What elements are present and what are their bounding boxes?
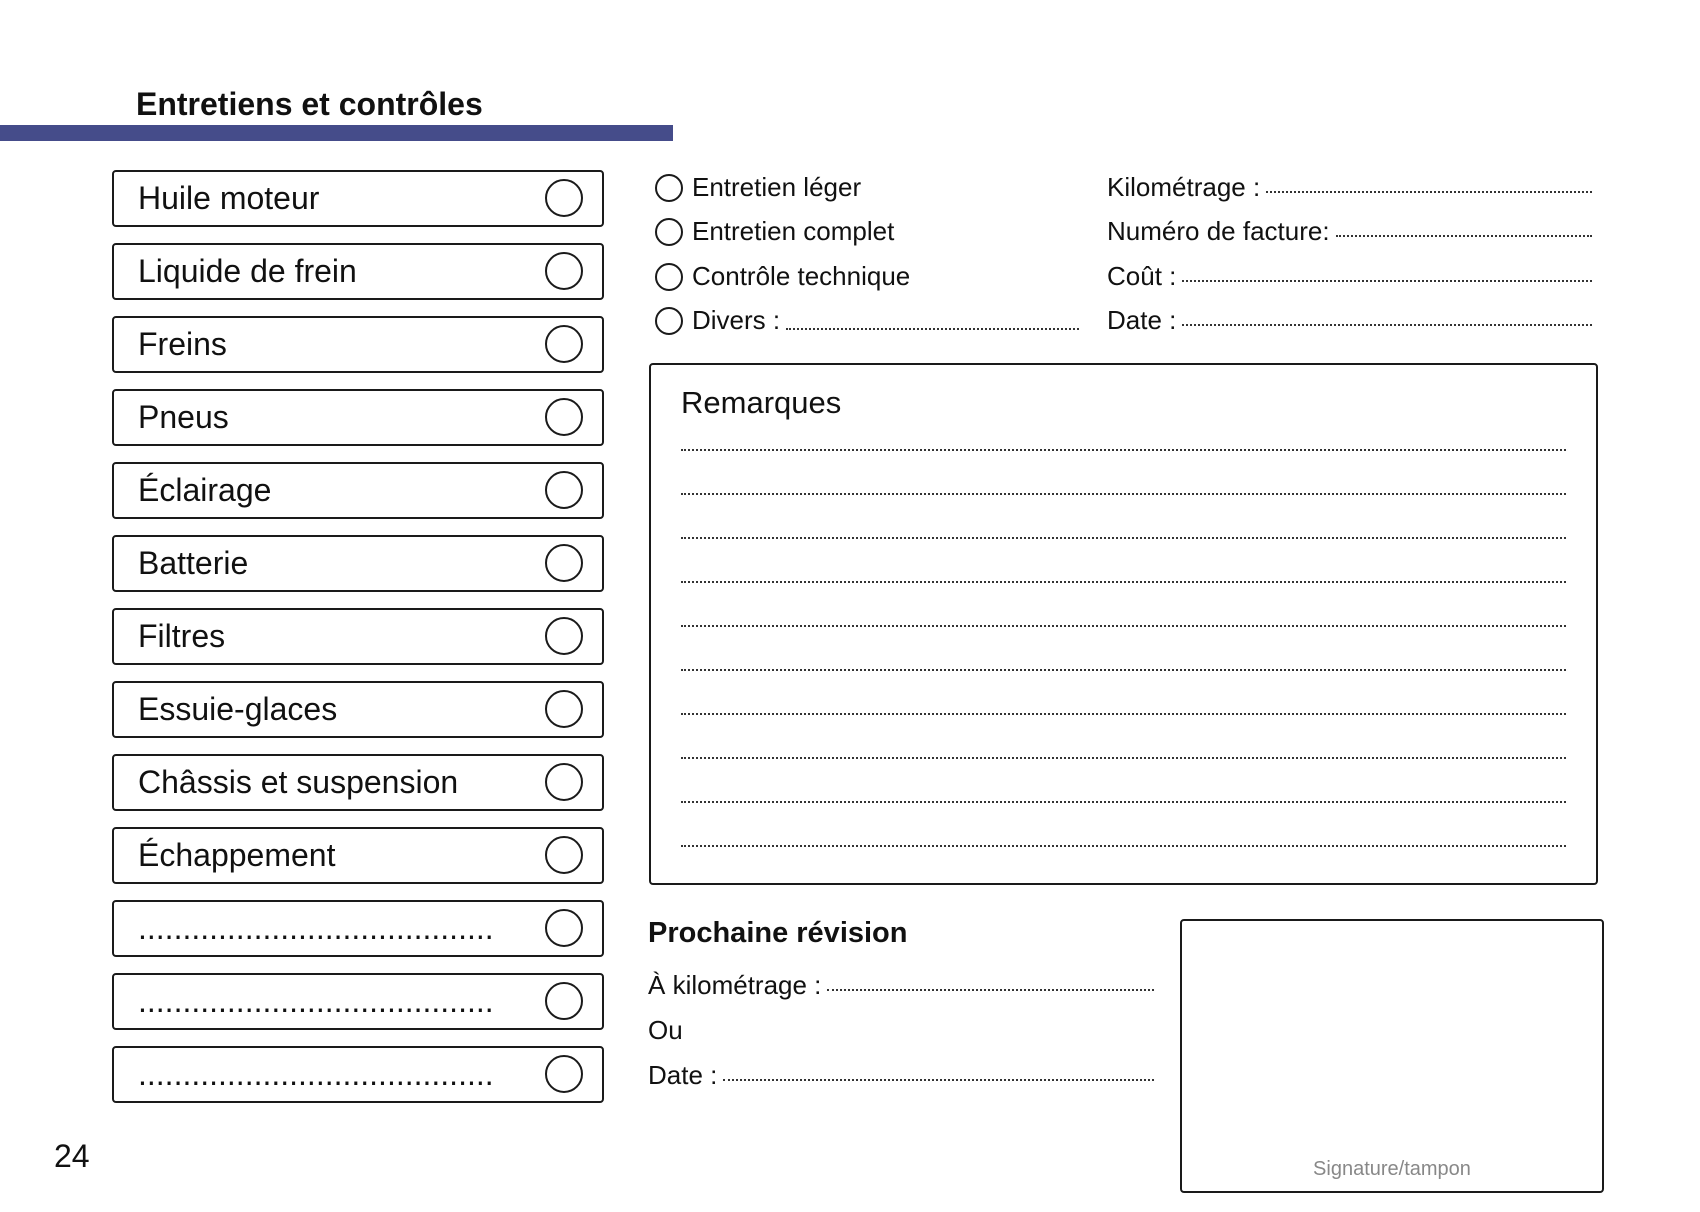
checklist-item: ........................................: [112, 973, 604, 1030]
service-type-option[interactable]: Contrôle technique: [655, 261, 910, 292]
checkbox-circle-icon[interactable]: [545, 325, 583, 363]
checklist-item: Filtres: [112, 608, 604, 665]
checklist-item-label: ........................................: [138, 983, 494, 1019]
or-label: Ou: [648, 1015, 683, 1046]
checklist-item-label: Échappement: [138, 837, 336, 873]
checklist-item-label: Huile moteur: [138, 180, 320, 216]
checklist-item-label: Châssis et suspension: [138, 764, 459, 800]
checklist-item-label: Liquide de frein: [138, 253, 357, 289]
checkbox-circle-icon[interactable]: [545, 252, 583, 290]
radio-circle-icon[interactable]: [655, 217, 683, 246]
remarks-line[interactable]: [681, 581, 1566, 583]
service-type-label: Divers :: [692, 305, 781, 335]
or-text: Ou: [648, 1015, 683, 1045]
remarks-line[interactable]: [681, 625, 1566, 627]
remarks-line[interactable]: [681, 493, 1566, 495]
remarks-box[interactable]: Remarques: [649, 363, 1598, 885]
radio-circle-icon[interactable]: [655, 306, 683, 335]
checklist-item: Pneus: [112, 389, 604, 446]
checkbox-circle-icon[interactable]: [545, 398, 583, 436]
service-type-option[interactable]: Divers :: [655, 305, 1079, 336]
checkbox-circle-icon[interactable]: [545, 471, 583, 509]
remarks-line[interactable]: [681, 757, 1566, 759]
remarks-line[interactable]: [681, 713, 1566, 715]
checklist-item: ........................................: [112, 900, 604, 957]
service-type-label: Contrôle technique: [692, 261, 911, 291]
service-field[interactable]: Coût :: [1107, 261, 1592, 292]
checklist-item-label: ........................................: [138, 910, 494, 946]
checklist-item: Éclairage: [112, 462, 604, 519]
checklist-item: Essuie-glaces: [112, 681, 604, 738]
service-field-input-line[interactable]: [1335, 235, 1592, 237]
remarks-line[interactable]: [681, 537, 1566, 539]
signature-box[interactable]: Signature/tampon: [1180, 919, 1604, 1193]
next-service-title: Prochaine révision: [648, 917, 908, 949]
service-field-label: Kilométrage :: [1107, 172, 1261, 202]
remarks-line[interactable]: [681, 669, 1566, 671]
checklist-item: Échappement: [112, 827, 604, 884]
radio-circle-icon[interactable]: [655, 173, 683, 202]
divers-input-line[interactable]: [786, 328, 1079, 330]
service-field[interactable]: Date :: [1107, 305, 1592, 336]
checkbox-circle-icon[interactable]: [545, 544, 583, 582]
service-type-label: Entretien complet: [692, 216, 895, 246]
signature-label: Signature/tampon: [1313, 1158, 1471, 1180]
checkbox-circle-icon[interactable]: [545, 1055, 583, 1093]
checklist-item-label: Éclairage: [138, 472, 272, 508]
checkbox-circle-icon[interactable]: [545, 909, 583, 947]
next-date-label: Date :: [648, 1060, 718, 1090]
service-field-input-line[interactable]: [1182, 324, 1592, 326]
service-field-label: Date :: [1107, 305, 1177, 335]
remarks-title: Remarques: [681, 385, 842, 420]
checkbox-circle-icon[interactable]: [545, 836, 583, 874]
remarks-line[interactable]: [681, 845, 1566, 847]
service-field-label: Coût :: [1107, 261, 1177, 291]
page-title: Entretiens et contrôles: [136, 86, 483, 122]
service-field-label: Numéro de facture:: [1107, 216, 1330, 246]
checklist-item-label: Freins: [138, 326, 227, 362]
service-type-option[interactable]: Entretien léger: [655, 172, 861, 203]
service-field[interactable]: Kilométrage :: [1107, 172, 1592, 203]
service-field[interactable]: Numéro de facture:: [1107, 216, 1592, 247]
checklist-item-label: Pneus: [138, 399, 229, 435]
checklist-item-label: Filtres: [138, 618, 226, 654]
checkbox-circle-icon[interactable]: [545, 617, 583, 655]
checklist-item: Freins: [112, 316, 604, 373]
remarks-line[interactable]: [681, 449, 1566, 451]
checklist-item: ........................................: [112, 1046, 604, 1103]
checkbox-circle-icon[interactable]: [545, 982, 583, 1020]
checklist-item: Châssis et suspension: [112, 754, 604, 811]
service-type-option[interactable]: Entretien complet: [655, 216, 894, 247]
checklist-item: Batterie: [112, 535, 604, 592]
radio-circle-icon[interactable]: [655, 262, 683, 291]
service-field-input-line[interactable]: [1266, 191, 1592, 193]
page-number: 24: [54, 1138, 90, 1174]
next-date-input-line[interactable]: [723, 1079, 1154, 1081]
checkbox-circle-icon[interactable]: [545, 763, 583, 801]
service-field-input-line[interactable]: [1182, 280, 1592, 282]
checklist-item: Liquide de frein: [112, 243, 604, 300]
checklist-item: Huile moteur: [112, 170, 604, 227]
remarks-line[interactable]: [681, 801, 1566, 803]
header-accent-bar: [0, 125, 673, 141]
checkbox-circle-icon[interactable]: [545, 690, 583, 728]
checklist-item-label: Essuie-glaces: [138, 691, 338, 727]
next-date-field[interactable]: Date :: [648, 1060, 1154, 1091]
next-mileage-label: À kilométrage :: [648, 970, 822, 1000]
next-mileage-input-line[interactable]: [827, 989, 1154, 991]
checklist-item-label: Batterie: [138, 545, 249, 581]
checklist-item-label: ........................................: [138, 1056, 494, 1092]
checkbox-circle-icon[interactable]: [545, 179, 583, 217]
service-type-label: Entretien léger: [692, 172, 862, 202]
next-mileage-field[interactable]: À kilométrage :: [648, 970, 1154, 1001]
